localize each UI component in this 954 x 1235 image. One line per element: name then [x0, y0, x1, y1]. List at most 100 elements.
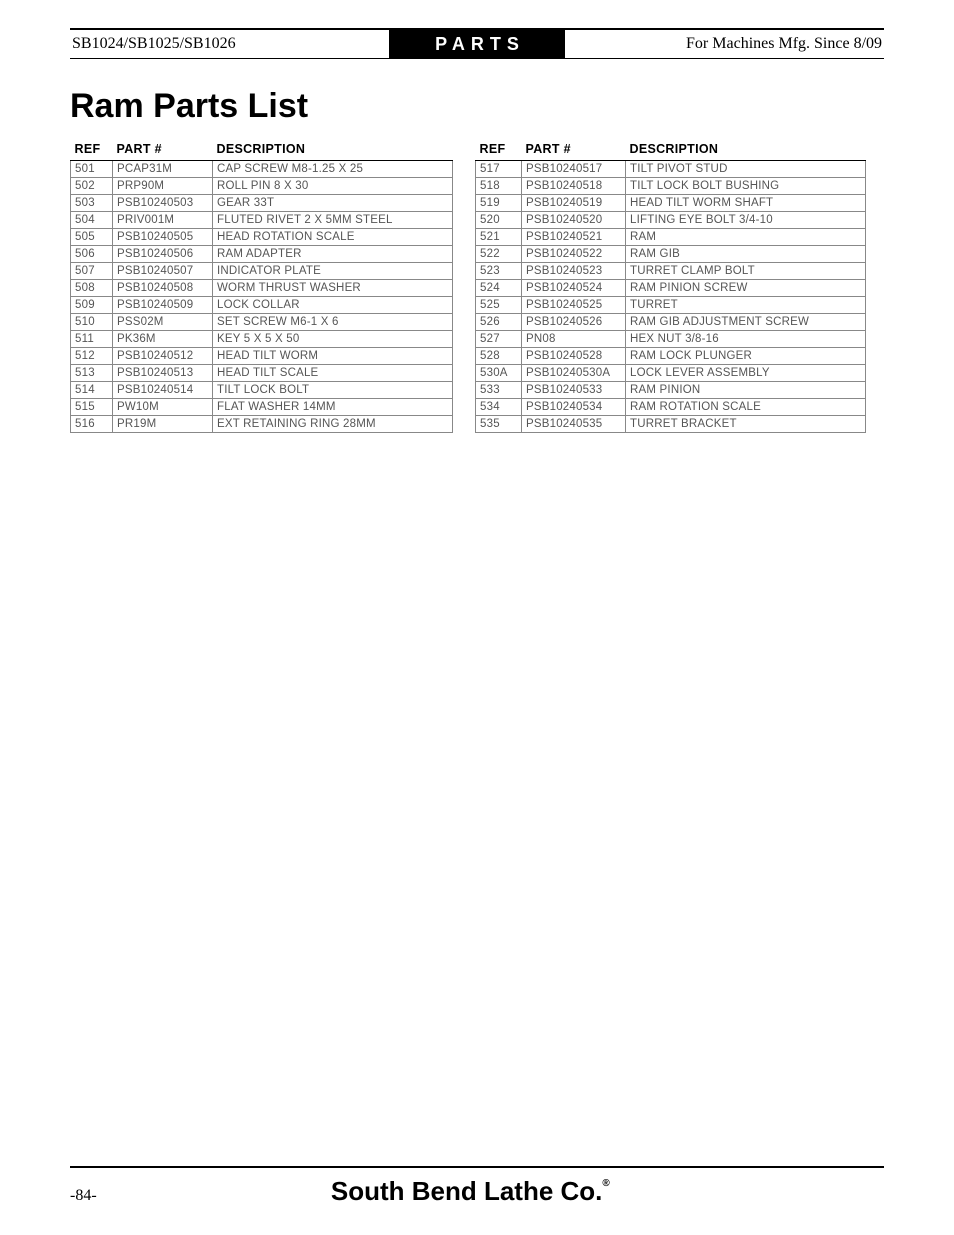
- cell-ref: 503: [71, 195, 113, 212]
- cell-part: PSB10240528: [522, 348, 626, 365]
- cell-ref: 524: [476, 280, 522, 297]
- cell-part: PSB10240505: [113, 229, 213, 246]
- cell-desc: RAM ADAPTER: [213, 246, 453, 263]
- footer: -84- South Bend Lathe Co.®: [70, 1166, 884, 1207]
- table-row: 509PSB10240509LOCK COLLAR: [71, 297, 453, 314]
- cell-part: PSB10240524: [522, 280, 626, 297]
- cell-part: PSB10240526: [522, 314, 626, 331]
- cell-part: PSB10240519: [522, 195, 626, 212]
- table-row: 516PR19MEXT RETAINING RING 28MM: [71, 416, 453, 433]
- table-row: 533PSB10240533RAM PINION: [476, 382, 866, 399]
- col-header-ref: REF: [71, 140, 113, 161]
- cell-ref: 533: [476, 382, 522, 399]
- parts-table-right: REF PART # DESCRIPTION 517PSB10240517TIL…: [475, 140, 866, 433]
- table-row: 513PSB10240513HEAD TILT SCALE: [71, 365, 453, 382]
- cell-part: PSB10240523: [522, 263, 626, 280]
- col-header-part: PART #: [113, 140, 213, 161]
- table-row: 524PSB10240524RAM PINION SCREW: [476, 280, 866, 297]
- tables-container: REF PART # DESCRIPTION 501PCAP31MCAP SCR…: [70, 140, 884, 433]
- table-row: 528PSB10240528RAM LOCK PLUNGER: [476, 348, 866, 365]
- table-header-row: REF PART # DESCRIPTION: [71, 140, 453, 161]
- cell-ref: 511: [71, 331, 113, 348]
- cell-desc: INDICATOR PLATE: [213, 263, 453, 280]
- cell-part: PSB10240508: [113, 280, 213, 297]
- cell-desc: TURRET BRACKET: [626, 416, 866, 433]
- table-row: 503PSB10240503GEAR 33T: [71, 195, 453, 212]
- cell-ref: 527: [476, 331, 522, 348]
- table-row: 518PSB10240518TILT LOCK BOLT BUSHING: [476, 178, 866, 195]
- cell-desc: LIFTING EYE BOLT 3/4-10: [626, 212, 866, 229]
- cell-part: PK36M: [113, 331, 213, 348]
- table-row: 520PSB10240520LIFTING EYE BOLT 3/4-10: [476, 212, 866, 229]
- cell-ref: 504: [71, 212, 113, 229]
- cell-desc: HEAD TILT WORM SHAFT: [626, 195, 866, 212]
- cell-desc: CAP SCREW M8-1.25 X 25: [213, 161, 453, 178]
- cell-desc: FLAT WASHER 14MM: [213, 399, 453, 416]
- cell-part: PSB10240509: [113, 297, 213, 314]
- cell-ref: 501: [71, 161, 113, 178]
- table-row: 508PSB10240508WORM THRUST WASHER: [71, 280, 453, 297]
- table-row: 517PSB10240517TILT PIVOT STUD: [476, 161, 866, 178]
- table-row: 522PSB10240522RAM GIB: [476, 246, 866, 263]
- cell-part: PSB10240503: [113, 195, 213, 212]
- cell-part: PN08: [522, 331, 626, 348]
- table-row: 519PSB10240519HEAD TILT WORM SHAFT: [476, 195, 866, 212]
- cell-part: PSB10240512: [113, 348, 213, 365]
- page-title: Ram Parts List: [70, 87, 884, 126]
- cell-desc: HEAD TILT WORM: [213, 348, 453, 365]
- table-row: 506PSB10240506RAM ADAPTER: [71, 246, 453, 263]
- cell-ref: 526: [476, 314, 522, 331]
- cell-ref: 506: [71, 246, 113, 263]
- cell-desc: TURRET: [626, 297, 866, 314]
- col-header-part: PART #: [522, 140, 626, 161]
- cell-ref: 505: [71, 229, 113, 246]
- cell-ref: 516: [71, 416, 113, 433]
- cell-desc: RAM ROTATION SCALE: [626, 399, 866, 416]
- cell-part: PSB10240533: [522, 382, 626, 399]
- table-row: 511PK36MKEY 5 X 5 X 50: [71, 331, 453, 348]
- cell-desc: TILT LOCK BOLT: [213, 382, 453, 399]
- table-row: 507PSB10240507INDICATOR PLATE: [71, 263, 453, 280]
- table-row: 502PRP90MROLL PIN 8 X 30: [71, 178, 453, 195]
- cell-ref: 502: [71, 178, 113, 195]
- cell-ref: 507: [71, 263, 113, 280]
- cell-desc: RAM: [626, 229, 866, 246]
- footer-line: -84- South Bend Lathe Co.®: [70, 1176, 884, 1207]
- table-row: 534PSB10240534RAM ROTATION SCALE: [476, 399, 866, 416]
- cell-desc: SET SCREW M6-1 X 6: [213, 314, 453, 331]
- cell-part: PSB10240520: [522, 212, 626, 229]
- cell-ref: 508: [71, 280, 113, 297]
- table-row: 505PSB10240505HEAD ROTATION SCALE: [71, 229, 453, 246]
- cell-desc: FLUTED RIVET 2 X 5MM STEEL: [213, 212, 453, 229]
- cell-part: PRIV001M: [113, 212, 213, 229]
- cell-ref: 513: [71, 365, 113, 382]
- table-row: 527PN08HEX NUT 3/8-16: [476, 331, 866, 348]
- cell-part: PRP90M: [113, 178, 213, 195]
- cell-desc: RAM GIB ADJUSTMENT SCREW: [626, 314, 866, 331]
- cell-desc: RAM GIB: [626, 246, 866, 263]
- cell-part: PSB10240518: [522, 178, 626, 195]
- header-bar: SB1024/SB1025/SB1026 PARTS For Machines …: [70, 28, 884, 59]
- cell-ref: 523: [476, 263, 522, 280]
- cell-ref: 515: [71, 399, 113, 416]
- cell-desc: HEX NUT 3/8-16: [626, 331, 866, 348]
- cell-ref: 519: [476, 195, 522, 212]
- cell-part: PSB10240522: [522, 246, 626, 263]
- col-header-desc: DESCRIPTION: [213, 140, 453, 161]
- cell-desc: TURRET CLAMP BOLT: [626, 263, 866, 280]
- table-row: 515PW10MFLAT WASHER 14MM: [71, 399, 453, 416]
- table-row: 521PSB10240521RAM: [476, 229, 866, 246]
- cell-part: PSB10240507: [113, 263, 213, 280]
- cell-ref: 534: [476, 399, 522, 416]
- table-row: 525PSB10240525TURRET: [476, 297, 866, 314]
- cell-desc: EXT RETAINING RING 28MM: [213, 416, 453, 433]
- cell-part: PSB10240521: [522, 229, 626, 246]
- cell-ref: 521: [476, 229, 522, 246]
- cell-ref: 525: [476, 297, 522, 314]
- cell-ref: 522: [476, 246, 522, 263]
- table-row: 501PCAP31MCAP SCREW M8-1.25 X 25: [71, 161, 453, 178]
- cell-part: PSB10240530A: [522, 365, 626, 382]
- cell-ref: 512: [71, 348, 113, 365]
- header-section: PARTS: [389, 30, 565, 59]
- page: SB1024/SB1025/SB1026 PARTS For Machines …: [0, 0, 954, 1235]
